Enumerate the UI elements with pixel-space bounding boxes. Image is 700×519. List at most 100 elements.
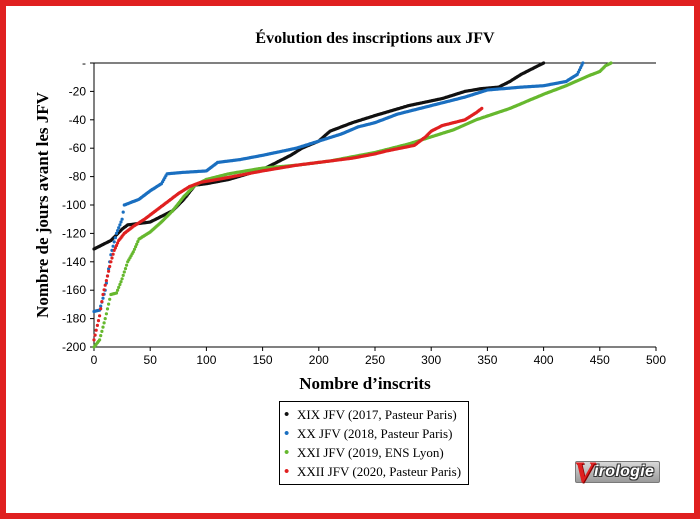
x-tick-label: 200 (309, 353, 329, 367)
x-tick-label: 450 (590, 353, 610, 367)
data-point (480, 106, 484, 110)
y-tick-label: -100 (62, 198, 86, 212)
legend-marker: • (284, 463, 290, 480)
data-point (110, 248, 114, 252)
data-point (92, 338, 96, 342)
data-point (118, 223, 122, 227)
data-point (100, 300, 104, 304)
data-point (120, 217, 124, 221)
data-point (117, 226, 121, 230)
y-tick-label: -80 (69, 170, 87, 184)
data-point (121, 273, 125, 277)
data-point (102, 288, 106, 292)
legend-marker: • (284, 425, 290, 442)
data-point (108, 297, 112, 301)
data-point (119, 220, 123, 224)
series-4 (92, 106, 484, 342)
data-point (123, 267, 128, 271)
series-3 (92, 61, 613, 349)
data-point (104, 279, 108, 283)
y-tick-label: -140 (62, 255, 86, 269)
data-point (99, 334, 103, 338)
data-point (116, 229, 120, 233)
data-point (581, 61, 585, 65)
data-point (134, 245, 138, 249)
legend-item: • XXII JFV (2020, Pasteur Paris) (284, 462, 464, 481)
legend-item: • XXI JFV (2019, ENS Lyon) (284, 443, 464, 462)
data-point (98, 314, 102, 318)
data-point (103, 317, 107, 321)
data-point (111, 244, 115, 248)
legend-label: XXII JFV (2020, Pasteur Paris) (297, 463, 462, 479)
data-point (98, 338, 102, 342)
legend-label: XIX JFV (2017, Pasteur Paris) (297, 406, 457, 422)
data-point (116, 288, 120, 292)
data-point (542, 61, 546, 65)
data-point (117, 285, 121, 289)
chart-title: Évolution des inscriptions aux JFV (255, 28, 495, 47)
x-tick-label: 350 (477, 353, 497, 367)
plot-area: 0 50 100 150 200 250 300 350 400 450 500 - -20 -40 -6… (62, 56, 666, 367)
y-axis-label: Nombre de jours avant les JFV (33, 91, 52, 318)
legend-label: XX JFV (2018, Pasteur Paris) (297, 425, 453, 441)
x-tick-label: 150 (253, 353, 273, 367)
virologie-logo: V irologie (574, 456, 661, 489)
series-layer (92, 61, 613, 349)
data-point (125, 263, 129, 267)
data-point (93, 333, 97, 337)
data-point (111, 252, 115, 256)
data-point (107, 302, 111, 306)
y-tick-label: -180 (62, 312, 86, 326)
legend-marker: • (284, 406, 290, 423)
data-point (103, 283, 107, 287)
data-point (104, 312, 108, 316)
data-point (99, 304, 103, 308)
data-point (101, 292, 105, 297)
y-tick-label: -120 (62, 226, 86, 240)
data-point (112, 248, 116, 252)
data-point (131, 250, 135, 254)
data-point (107, 267, 111, 271)
logo-badge: V irologie (574, 456, 661, 489)
x-tick-label: 100 (196, 353, 216, 367)
data-point (119, 280, 123, 284)
data-point (120, 277, 124, 281)
data-point (95, 323, 99, 327)
data-point (113, 246, 117, 250)
data-point (105, 274, 110, 278)
data-point (110, 256, 114, 260)
data-point (96, 319, 101, 323)
legend-marker: • (284, 444, 290, 461)
data-point (108, 264, 112, 269)
data-point (94, 328, 98, 332)
data-point (114, 231, 119, 235)
y-tick-label: -60 (69, 141, 87, 155)
y-tick-label: -20 (69, 84, 87, 98)
y-ticks: - -20 -40 -60 -80 -100 -120 -140 -160 -180 -200 (62, 56, 94, 354)
y-tick-label: -160 (62, 283, 86, 297)
legend-item: • XX JFV (2018, Pasteur Paris) (284, 424, 464, 443)
data-point (99, 307, 103, 311)
data-point (105, 307, 110, 311)
x-tick-label: 400 (534, 353, 554, 367)
logo-letter: V (574, 456, 595, 489)
data-point (135, 242, 139, 246)
y-tick-label: - (82, 56, 86, 70)
y-tick-label: -200 (62, 340, 86, 354)
data-point (101, 296, 105, 300)
data-point (114, 243, 119, 248)
data-point (609, 61, 613, 65)
data-point (107, 269, 111, 273)
data-point (109, 260, 113, 264)
x-axis-label: Nombre d’inscrits (299, 374, 431, 393)
data-point (113, 236, 117, 240)
data-point (112, 240, 116, 244)
data-point (121, 210, 125, 214)
x-tick-label: 250 (365, 353, 385, 367)
x-tick-label: 0 (91, 353, 98, 367)
data-point (100, 329, 104, 333)
data-point (122, 270, 126, 274)
series-2 (92, 61, 585, 314)
legend: • XIX JFV (2017, Pasteur Paris) • XX JFV (… (279, 401, 469, 485)
